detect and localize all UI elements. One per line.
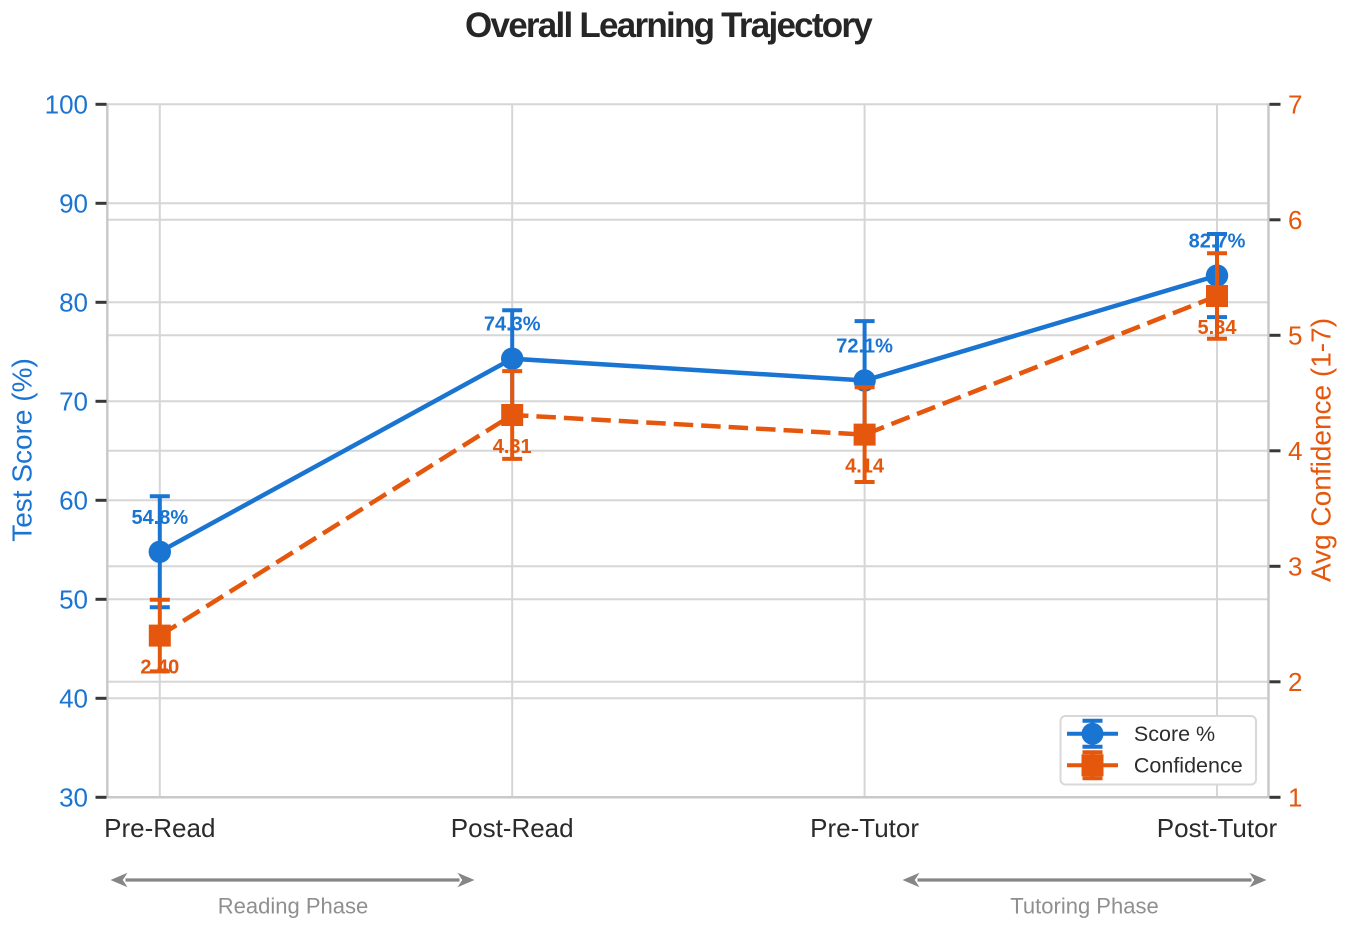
svg-text:60: 60 <box>59 486 88 516</box>
svg-text:72.1%: 72.1% <box>836 336 893 358</box>
svg-text:Post-Tutor: Post-Tutor <box>1157 813 1278 843</box>
svg-text:90: 90 <box>59 189 88 219</box>
svg-text:Tutoring Phase: Tutoring Phase <box>1010 894 1158 919</box>
svg-text:Test Score (%): Test Score (%) <box>7 358 38 542</box>
svg-text:2: 2 <box>1288 667 1302 697</box>
svg-text:Confidence: Confidence <box>1134 754 1243 778</box>
svg-text:7: 7 <box>1288 90 1302 120</box>
svg-text:Avg Confidence (1-7): Avg Confidence (1-7) <box>1306 318 1337 582</box>
svg-text:Score %: Score % <box>1134 722 1215 746</box>
svg-text:Pre-Read: Pre-Read <box>104 813 215 843</box>
svg-text:4.14: 4.14 <box>845 456 885 478</box>
svg-text:Pre-Tutor: Pre-Tutor <box>810 813 919 843</box>
svg-text:70: 70 <box>59 387 88 417</box>
svg-text:5: 5 <box>1288 321 1302 351</box>
svg-text:74.3%: 74.3% <box>484 314 541 336</box>
svg-text:30: 30 <box>59 783 88 813</box>
svg-text:5.34: 5.34 <box>1198 317 1238 339</box>
svg-text:Post-Read: Post-Read <box>451 813 574 843</box>
svg-text:82.7%: 82.7% <box>1189 231 1246 253</box>
svg-text:80: 80 <box>59 288 88 318</box>
svg-text:4.31: 4.31 <box>493 436 532 458</box>
svg-text:Reading Phase: Reading Phase <box>218 894 368 919</box>
svg-text:50: 50 <box>59 585 88 615</box>
svg-text:2.40: 2.40 <box>140 657 179 679</box>
svg-text:40: 40 <box>59 684 88 714</box>
svg-text:100: 100 <box>45 90 88 120</box>
svg-text:3: 3 <box>1288 552 1302 582</box>
svg-text:4: 4 <box>1288 436 1302 466</box>
svg-text:54.8%: 54.8% <box>131 507 188 529</box>
svg-text:1: 1 <box>1288 783 1302 813</box>
svg-text:6: 6 <box>1288 205 1302 235</box>
svg-text:Overall Learning Trajectory: Overall Learning Trajectory <box>465 6 873 45</box>
